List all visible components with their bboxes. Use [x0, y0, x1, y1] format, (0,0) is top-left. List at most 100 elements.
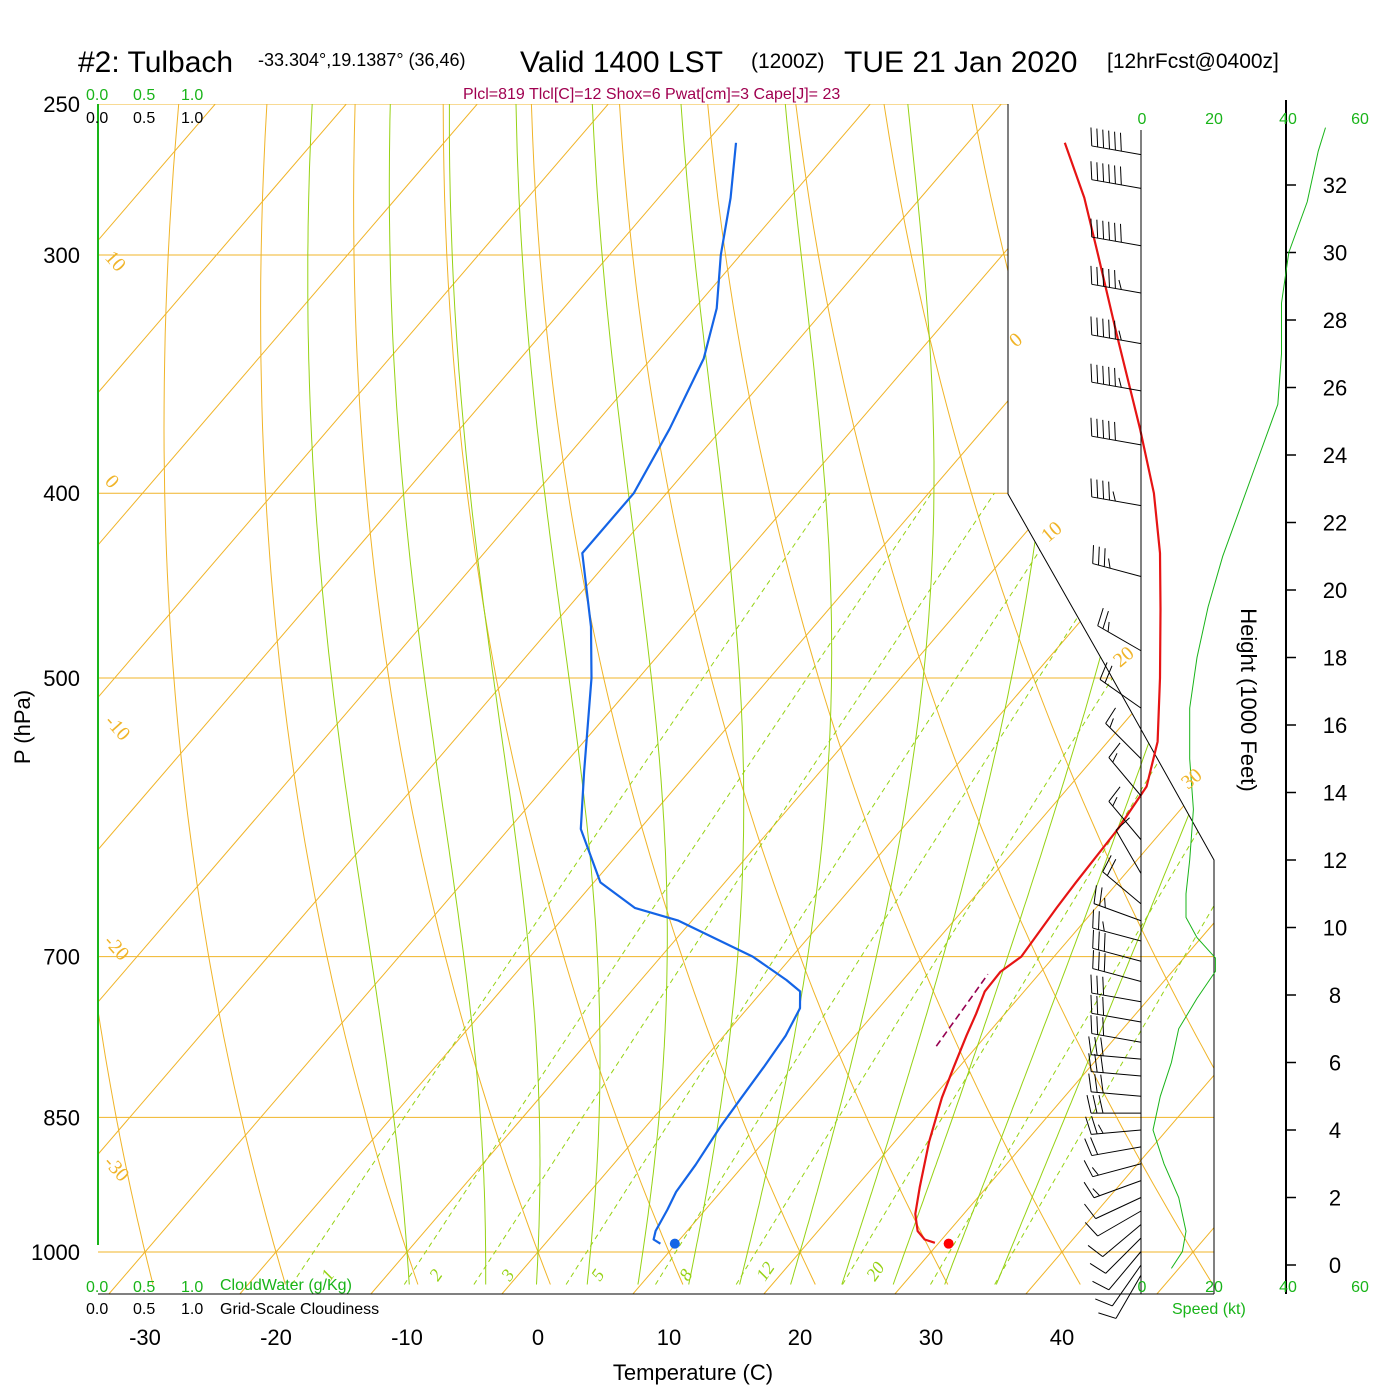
dry-adiabat [0, 70, 21, 1284]
barb-feather [1106, 859, 1117, 876]
isotherm-line [501, 104, 1214, 1294]
speed-tick-bottom: 0 [1138, 1279, 1147, 1296]
barb-feather [1102, 611, 1109, 629]
moist-adiabat [536, 1251, 539, 1285]
barb-feather [1114, 320, 1116, 340]
barb-feather [1108, 221, 1110, 241]
barb-feather [1108, 319, 1110, 339]
barb-feather [1091, 1167, 1099, 1176]
barb-feather [1096, 162, 1099, 181]
barb-feather [1102, 163, 1105, 182]
wind-barb [1090, 417, 1142, 446]
barb-feather [1108, 269, 1110, 288]
barb-feather [1083, 1160, 1094, 1177]
barb-feather [1084, 1203, 1097, 1219]
barb-staff [1092, 927, 1142, 942]
barb-feather [1090, 417, 1093, 437]
barb-feather [1095, 1298, 1113, 1307]
barb-feather [1094, 1036, 1098, 1056]
cloudwater-tick-top-2: 1.0 [181, 87, 203, 104]
moist-adiabat [747, 104, 833, 1253]
mixing-ratio-line [994, 492, 1214, 1285]
barb-feather [1100, 1054, 1104, 1073]
cloudiness-tick-top-2: 1.0 [181, 110, 203, 127]
mixing-ratio-label: 5 [587, 1265, 609, 1284]
cloudwater-tick-bottom-2: 1.0 [181, 1279, 203, 1296]
moist-adiabat [448, 104, 541, 1253]
barb-staff [1091, 1012, 1142, 1023]
barb-feather [1090, 363, 1093, 383]
barb-feather [1118, 377, 1122, 388]
title-forecast: [12hrFcst@0400z] [1107, 50, 1279, 73]
barb-feather [1102, 996, 1105, 1016]
barb-feather [1096, 364, 1099, 384]
dry-adiabat [442, 104, 684, 1285]
wind-barb [1090, 1015, 1142, 1043]
title-coords: -33.304°,19.1387° (36,46) [258, 50, 466, 70]
barb-feather [1104, 665, 1113, 684]
cloudwater-label: CloudWater (g/Kg) [220, 1277, 352, 1294]
moist-adiabat [892, 1251, 906, 1285]
wind-barb [1088, 1036, 1142, 1060]
barb-feather [1103, 548, 1106, 567]
barb-feather [1103, 932, 1106, 952]
plot-frame [97, 104, 1215, 1295]
barb-feather [1084, 1222, 1099, 1237]
wind-barb [1092, 909, 1142, 942]
barb-feather [1102, 365, 1105, 385]
title-zulu: (1200Z) [751, 50, 825, 73]
barb-feather [1104, 897, 1106, 908]
barb-feather [1084, 1138, 1093, 1156]
wind-barb [1102, 855, 1142, 905]
barb-staff [1097, 625, 1142, 652]
barb-feather [1099, 887, 1103, 906]
barb-feather [1094, 1074, 1098, 1093]
moist-adiabat [799, 104, 935, 1253]
wind-barb [1090, 316, 1142, 345]
barb-feather [1108, 130, 1110, 150]
height-tick-label: 8 [1329, 983, 1341, 1008]
wind-barb [1115, 817, 1142, 874]
barb-staff [1102, 871, 1142, 905]
barb-feather [1090, 1015, 1093, 1034]
height-tick-label: 30 [1323, 241, 1347, 266]
isotherm-line [98, 104, 478, 1294]
barb-feather [1108, 164, 1110, 183]
moist-adiabat [995, 1251, 1011, 1285]
wind-barb [1092, 545, 1142, 577]
barb-feather [1091, 1116, 1098, 1134]
barb-feather [1102, 220, 1105, 240]
moist-adiabat [944, 1251, 958, 1285]
speed-tick-top: 60 [1351, 111, 1369, 128]
dry-adiabat [1139, 104, 1214, 1285]
barb-feather [1114, 165, 1116, 184]
isotherm-line [370, 104, 1214, 1294]
wind-barb [1105, 707, 1142, 760]
stability-indices: Plcl=819 Tlcl[C]=12 Shox=6 Pwat[cm]=3 Ca… [463, 86, 840, 103]
temperature-tick-label: 30 [919, 1325, 943, 1350]
dry-adiabat [530, 104, 816, 1285]
barb-staff [1091, 1091, 1142, 1097]
wind-barb [1093, 885, 1142, 922]
title-valid: Valid 1400 LST [520, 46, 723, 79]
barb-feather [1099, 662, 1108, 680]
barb-feather [1090, 974, 1093, 994]
barb-feather [1087, 1245, 1104, 1258]
barb-feather [1108, 742, 1121, 758]
temperature-tick-label: -30 [129, 1325, 161, 1350]
mixing-ratio-line [403, 492, 932, 1285]
wind-barb [1090, 218, 1142, 247]
speed-tick-top: 20 [1205, 111, 1223, 128]
barb-staff [1111, 1264, 1142, 1307]
wind-barb [1090, 127, 1142, 156]
cloudwater-tick-bottom-0: 0.0 [86, 1279, 108, 1296]
height-tick-label: 2 [1329, 1186, 1341, 1211]
wind-barb [1089, 1237, 1142, 1274]
isotherm-line [98, 104, 347, 1294]
barb-feather [1108, 420, 1110, 440]
barb-feather [1105, 707, 1116, 724]
mixing-ratio-label: 12 [752, 1258, 779, 1284]
moist-adiabat [406, 1251, 410, 1285]
barb-feather [1096, 266, 1099, 286]
barb-feather [1096, 975, 1099, 995]
